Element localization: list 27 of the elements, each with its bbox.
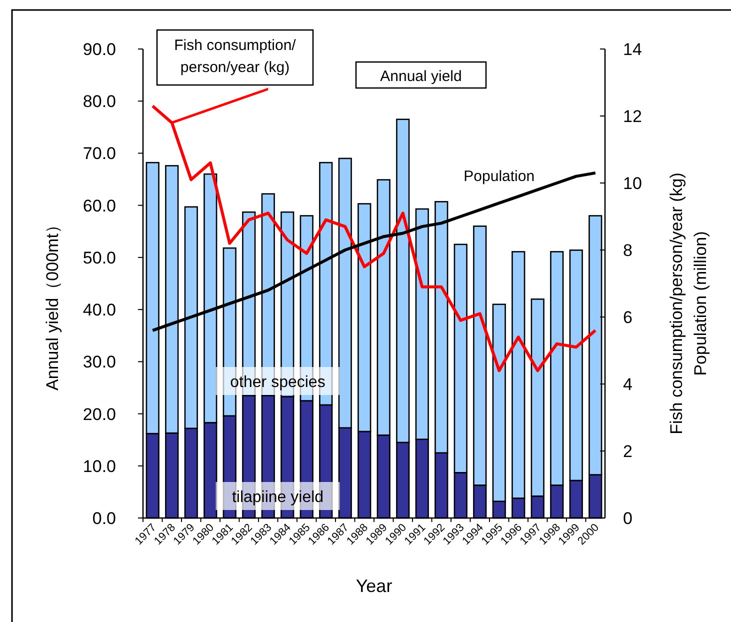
y2-tick-label: 12 <box>623 107 642 126</box>
y2-tick-label: 10 <box>623 174 642 193</box>
y2-tick-label: 6 <box>623 308 632 327</box>
y2-tick-label: 14 <box>623 40 642 59</box>
y-tick-label: 90.0 <box>82 40 116 59</box>
line-series <box>151 104 597 372</box>
text: Fish consumption/ person/year (kg) <box>174 37 297 76</box>
y-tick-label: 80.0 <box>82 92 116 112</box>
series-label: tilapiine yield <box>232 489 324 506</box>
y2-axis-title: Fish consumption/person/year (kg) Population (million) <box>667 172 710 434</box>
y-tick-label: 30.0 <box>82 352 116 372</box>
y-tick-label: 0.0 <box>92 509 116 528</box>
annotation: Annual yield <box>380 68 462 85</box>
y-tick-label: 50.0 <box>82 248 116 268</box>
y-tick-label: 20.0 <box>82 404 116 424</box>
y-tick-label: 10.0 <box>82 456 116 476</box>
series-label: other species <box>230 374 326 391</box>
y-tick-label: 40.0 <box>82 300 116 320</box>
y-axis-title: Annual yield（000mt） <box>43 216 62 390</box>
y2-tick-label: 0 <box>623 509 632 528</box>
y-tick-label: 60.0 <box>82 196 116 216</box>
y-tick-label: 70.0 <box>82 144 116 164</box>
y2-tick-label: 2 <box>623 442 632 461</box>
series-label: Population <box>464 168 535 186</box>
y2-tick-label: 8 <box>623 241 632 260</box>
y2-tick-label: 4 <box>623 375 632 394</box>
x-axis-title: Year <box>356 576 392 596</box>
